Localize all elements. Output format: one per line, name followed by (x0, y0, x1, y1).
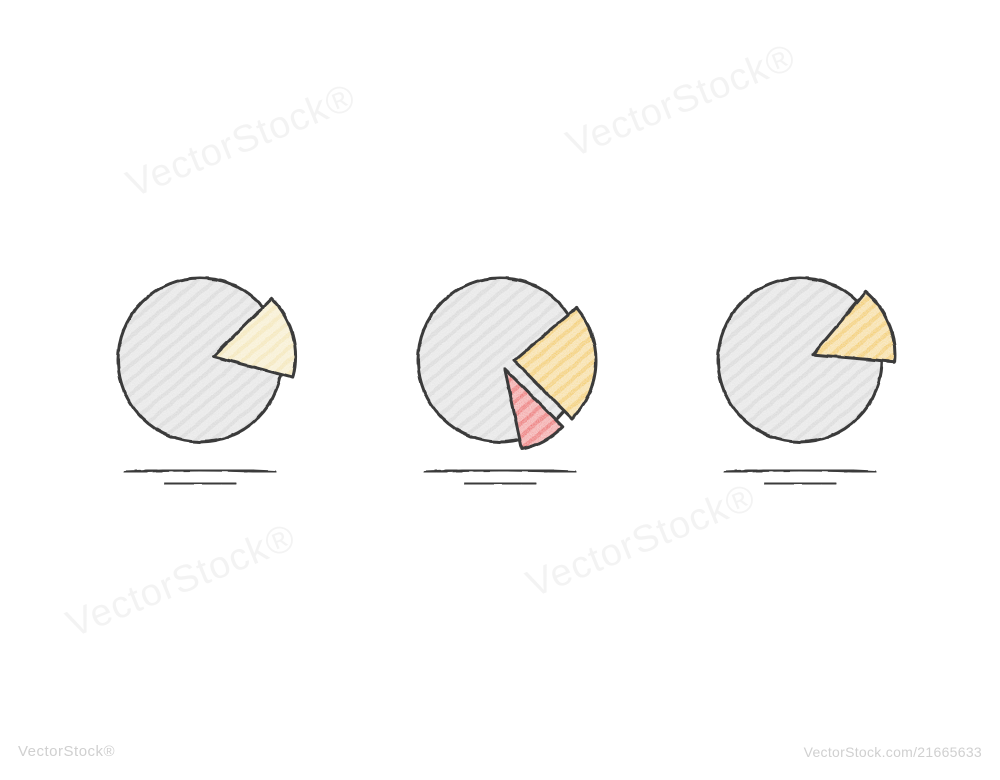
diagonal-watermark: VectorStock® (121, 76, 362, 207)
pie-svg-2 (405, 260, 625, 460)
diagonal-watermark: VectorStock® (561, 36, 802, 167)
pie-chart-2 (405, 260, 595, 500)
watermark-right: VectorStock.com/21665633 (804, 744, 982, 760)
pie-chart-3 (705, 260, 895, 500)
pie-svg-1 (105, 260, 325, 460)
pie-chart-1 (105, 260, 295, 500)
pie-svg-3 (705, 260, 925, 460)
shadow-svg-1 (105, 460, 295, 500)
pie-charts-row (0, 260, 1000, 500)
shadow-svg-2 (405, 460, 595, 500)
shadow-svg-3 (705, 460, 895, 500)
watermark-left: VectorStock® (18, 743, 115, 760)
diagonal-watermark: VectorStock® (61, 516, 302, 647)
